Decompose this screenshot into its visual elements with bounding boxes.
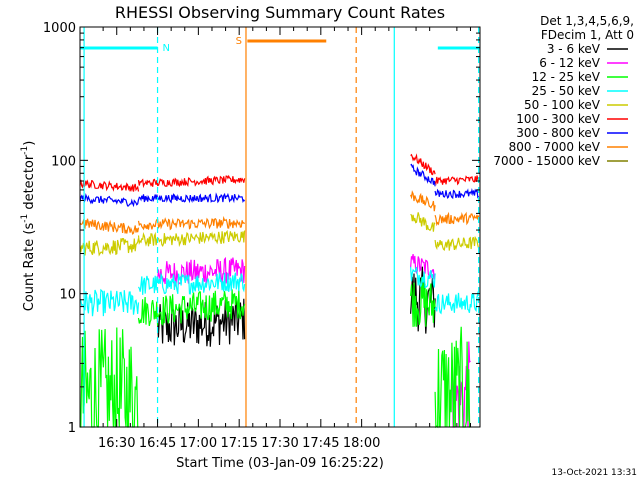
- y-tick-label-1: 10: [59, 288, 76, 303]
- x-tick-label-5: 17:45: [302, 436, 339, 451]
- legend-label-6: 300 - 800 keV: [516, 126, 600, 140]
- x-tick-label-2: 17:00: [180, 436, 217, 451]
- series-6: [79, 163, 480, 208]
- data-layer: [79, 153, 480, 429]
- series-7-segment-3: [434, 211, 480, 227]
- legend-label-2: 12 - 25 keV: [532, 70, 601, 84]
- series-5: [79, 153, 480, 192]
- legend-label-8: 7000 - 15000 keV: [493, 154, 600, 168]
- chart-title: RHESSI Observing Summary Count Rates: [115, 3, 445, 22]
- series-5-segment-2: [410, 153, 436, 176]
- legend-header-1: FDecim 1, Att 0: [541, 28, 634, 42]
- series-7-segment-2: [410, 190, 436, 212]
- series-7-segment-1: [137, 215, 246, 231]
- series-2-segment-0: [80, 327, 139, 428]
- y-tick-label-3: 1000: [43, 21, 76, 36]
- series-2-segment-4: [434, 326, 471, 429]
- night-flag-label: N: [163, 43, 170, 54]
- axis-layer: 16:30 16:45 17:00 17:15 17:30 17:45 18:00 1 10 10…: [43, 21, 480, 451]
- plot-frame: [79, 26, 481, 428]
- series-4: [79, 212, 480, 257]
- y-label-part-1: Count Rate (s: [22, 223, 37, 312]
- series-5-segment-3: [434, 175, 480, 186]
- series-6-segment-0: [79, 193, 140, 208]
- series-1-segment-0: [157, 256, 246, 287]
- series-3-segment-3: [434, 290, 480, 315]
- y-label-exp-1: -1: [20, 214, 30, 223]
- series-3-segment-0: [79, 288, 140, 317]
- legend: Det 1,3,4,5,6,9,FDecim 1, Att 03 - 6 keV…: [493, 14, 634, 168]
- legend-label-3: 25 - 50 keV: [532, 84, 601, 98]
- x-tick-label-6: 18:00: [343, 436, 380, 451]
- timestamp: 13-Oct-2021 13:31: [552, 468, 637, 478]
- y-tick-label-2: 100: [51, 154, 76, 169]
- x-tick-label-0: 16:30: [98, 436, 135, 451]
- series-3-segment-1: [137, 272, 246, 295]
- series-5-segment-1: [137, 174, 246, 189]
- series-2: [80, 277, 471, 429]
- series-4-segment-0: [79, 237, 140, 257]
- flag-layer: NS: [80, 27, 480, 427]
- x-tick-label-3: 17:15: [220, 436, 257, 451]
- series-3: [79, 266, 480, 317]
- series-2-segment-2: [157, 289, 246, 327]
- legend-label-0: 3 - 6 keV: [547, 42, 601, 56]
- series-6-segment-2: [410, 163, 436, 187]
- series-4-segment-2: [410, 212, 436, 232]
- x-tick-label-4: 17:30: [261, 436, 298, 451]
- y-tick-label-0: 1: [68, 421, 76, 436]
- series-7-segment-0: [79, 218, 140, 236]
- legend-header-0: Det 1,3,4,5,6,9,: [540, 14, 634, 28]
- series-6-segment-1: [137, 192, 246, 204]
- saa-flag-label: S: [236, 36, 242, 47]
- legend-label-4: 50 - 100 keV: [524, 98, 601, 112]
- series-5-segment-0: [79, 179, 140, 192]
- x-axis-label: Start Time (03-Jan-09 16:25:22): [176, 456, 384, 471]
- y-label-part-3: ): [22, 141, 37, 146]
- legend-label-1: 6 - 12 keV: [539, 56, 601, 70]
- y-label-part-2: detector: [22, 154, 37, 214]
- series-6-segment-3: [434, 188, 480, 200]
- series-2-segment-3: [410, 277, 436, 327]
- series-3-segment-2: [410, 266, 436, 289]
- legend-label-7: 800 - 7000 keV: [509, 140, 601, 154]
- y-label-exp-2: -1: [20, 146, 30, 155]
- series-0: [157, 266, 436, 347]
- x-tick-label-1: 16:45: [139, 436, 176, 451]
- series-4-segment-1: [137, 229, 246, 248]
- series-2-segment-1: [137, 296, 159, 327]
- series-7: [79, 190, 480, 236]
- y-axis-label: Count Rate (s-1 detector-1): [20, 141, 37, 312]
- legend-label-5: 100 - 300 keV: [516, 112, 600, 126]
- series-4-segment-3: [434, 235, 480, 251]
